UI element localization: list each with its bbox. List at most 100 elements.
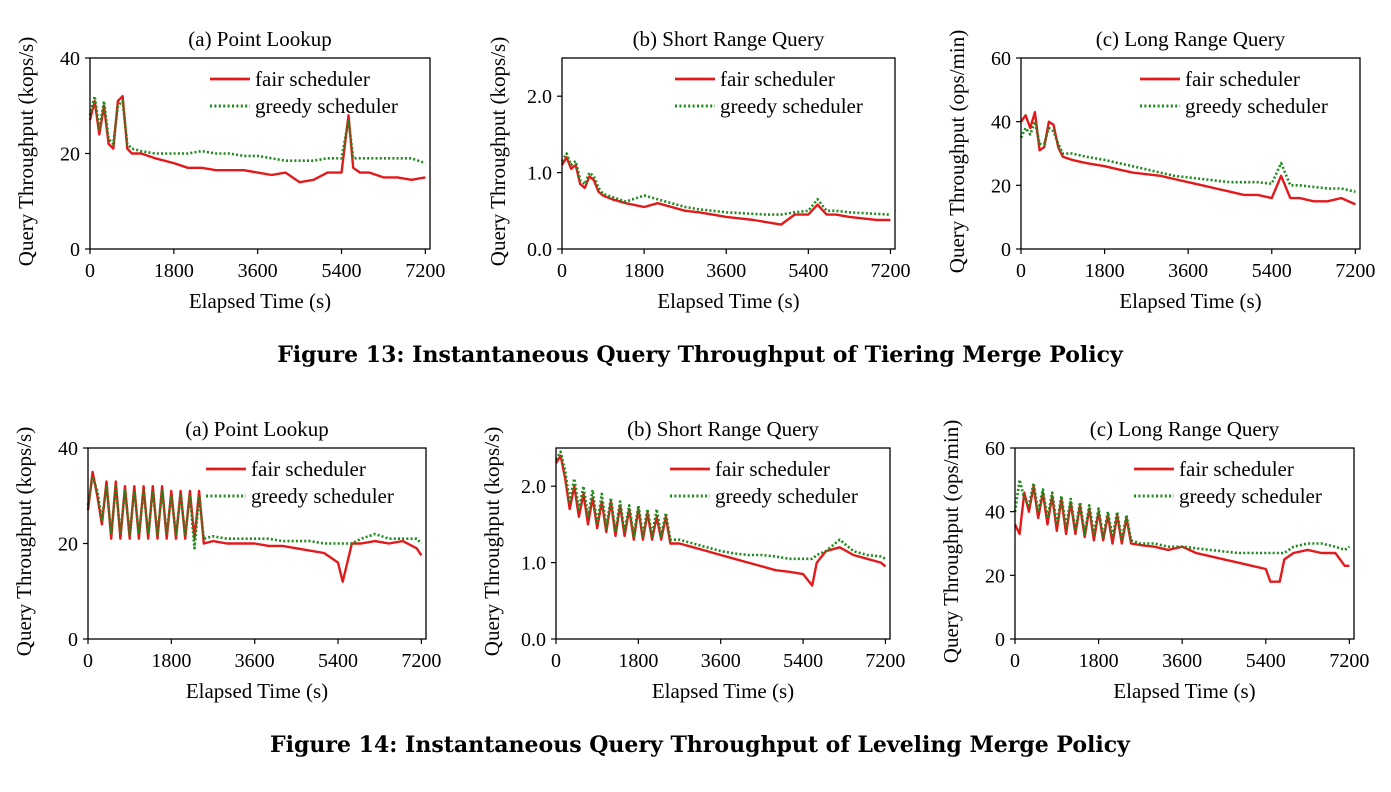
x-tick-label: 0 [557,260,567,282]
y-axis-label: Query Throughput (kops/s) [480,427,504,656]
x-tick-label: 3600 [701,650,741,672]
x-tick-label: 1800 [618,650,658,672]
legend: fair scheduler greedy scheduler [206,457,394,508]
chart-title: (a) Point Lookup [188,27,331,51]
x-tick-label: 3600 [706,260,746,282]
y-axis-label: Query Throughput (ops/min) [939,420,963,663]
legend-fair-label: fair scheduler [1179,457,1294,481]
fair-scheduler-line [86,470,423,583]
y-tick-label: 0 [70,239,80,261]
legend: fair scheduler greedy scheduler [1134,457,1322,508]
x-axis-label: Elapsed Time (s) [189,289,331,313]
legend-greedy-label: greedy scheduler [255,94,398,118]
plot-frame [555,447,891,640]
greedy-scheduler-line [1019,120,1356,193]
x-tick-label: 7200 [401,650,441,672]
x-tick-label: 5400 [1246,650,1286,672]
x-tick-label: 1800 [154,260,194,282]
greedy-scheduler-line [560,152,891,216]
x-tick-label: 0 [1016,260,1026,282]
y-tick-label: 0 [995,629,1005,651]
chart-panel: 0 1800 3600 5400 7200 0 20 40 60 (c) Long Range Q… [939,417,1369,703]
legend: fair scheduler greedy scheduler [210,67,398,118]
y-tick-label: 60 [985,438,1005,460]
legend-fair-label: fair scheduler [720,67,835,91]
x-tick-label: 3600 [1168,260,1208,282]
x-tick-label: 0 [83,650,93,672]
fair-scheduler-line [1020,110,1356,206]
plot-frame [561,57,896,250]
legend: fair scheduler greedy scheduler [1140,67,1328,118]
y-tick-label: 20 [985,565,1005,587]
y-tick-label: 40 [991,112,1011,134]
x-tick-label: 0 [551,650,561,672]
chart-title: (b) Short Range Query [627,417,819,441]
x-tick-label: 5400 [322,260,362,282]
figure-13-caption: Figure 13: Instantaneous Query Throughpu… [277,342,1124,368]
legend-greedy-label: greedy scheduler [715,484,858,508]
y-tick-label: 1.0 [527,163,552,185]
y-tick-label: 0.0 [527,239,552,261]
x-axis-label: Elapsed Time (s) [1113,679,1255,703]
y-tick-label: 40 [985,502,1005,524]
x-tick-label: 1800 [151,650,191,672]
chart-panel: 0 1800 3600 5400 7200 0 20 40 (a) Point Lookup El… [12,417,441,703]
legend-greedy-label: greedy scheduler [720,94,863,118]
y-tick-label: 1.0 [521,553,546,575]
x-tick-label: 0 [1010,650,1020,672]
greedy-scheduler-line [88,94,426,165]
x-axis-label: Elapsed Time (s) [186,679,328,703]
chart-title: (c) Long Range Query [1090,417,1280,441]
y-tick-label: 20 [991,175,1011,197]
plot-frame [1014,447,1355,640]
y-tick-label: 2.0 [527,86,552,108]
legend-greedy-label: greedy scheduler [1179,484,1322,508]
y-tick-label: 40 [58,438,78,460]
x-tick-label: 1800 [624,260,664,282]
x-tick-label: 1800 [1085,260,1125,282]
y-tick-label: 2.0 [521,476,546,498]
legend-fair-label: fair scheduler [251,457,366,481]
fair-scheduler-line [560,156,891,226]
chart-panel: 0 1800 3600 5400 7200 0 20 40 60 (c) Long Range Q… [945,27,1375,313]
x-axis-label: Elapsed Time (s) [652,679,794,703]
legend-greedy-label: greedy scheduler [1185,94,1328,118]
x-tick-label: 3600 [238,260,278,282]
y-tick-label: 40 [60,48,80,70]
y-axis-label: Query Throughput (kops/s) [12,427,36,656]
chart-title: (b) Short Range Query [633,27,825,51]
y-tick-label: 0.0 [521,629,546,651]
greedy-scheduler-line [86,475,423,550]
x-tick-label: 5400 [1252,260,1292,282]
y-tick-label: 0 [1001,239,1011,261]
chart-title: (a) Point Lookup [185,417,328,441]
x-axis-label: Elapsed Time (s) [657,289,799,313]
x-tick-label: 3600 [1162,650,1202,672]
chart-title: (c) Long Range Query [1096,27,1286,51]
y-axis-label: Query Throughput (kops/s) [14,37,38,266]
x-tick-label: 0 [85,260,95,282]
figure-14-caption: Figure 14: Instantaneous Query Throughpu… [270,732,1131,758]
y-axis-label: Query Throughput (kops/s) [486,37,510,266]
legend-greedy-label: greedy scheduler [251,484,394,508]
chart-panel: 0 1800 3600 5400 7200 0.0 1.0 2.0 (b) Short Rang… [486,27,910,313]
x-tick-label: 7200 [1329,650,1369,672]
x-tick-label: 3600 [235,650,275,672]
chart-panel: 0 1800 3600 5400 7200 0.0 1.0 2.0 (b) Short Rang… [480,417,905,703]
legend: fair scheduler greedy scheduler [670,457,858,508]
x-tick-label: 7200 [405,260,445,282]
legend-fair-label: fair scheduler [1185,67,1300,91]
y-axis-label: Query Throughput (ops/min) [945,30,969,273]
y-tick-label: 0 [68,629,78,651]
greedy-scheduler-line [554,450,886,561]
y-tick-label: 20 [58,534,78,556]
x-axis-label: Elapsed Time (s) [1119,289,1261,313]
x-tick-label: 7200 [865,650,905,672]
x-tick-label: 7200 [870,260,910,282]
x-tick-label: 5400 [783,650,823,672]
x-tick-label: 5400 [318,650,358,672]
x-tick-label: 5400 [788,260,828,282]
x-tick-label: 1800 [1079,650,1119,672]
legend: fair scheduler greedy scheduler [675,67,863,118]
